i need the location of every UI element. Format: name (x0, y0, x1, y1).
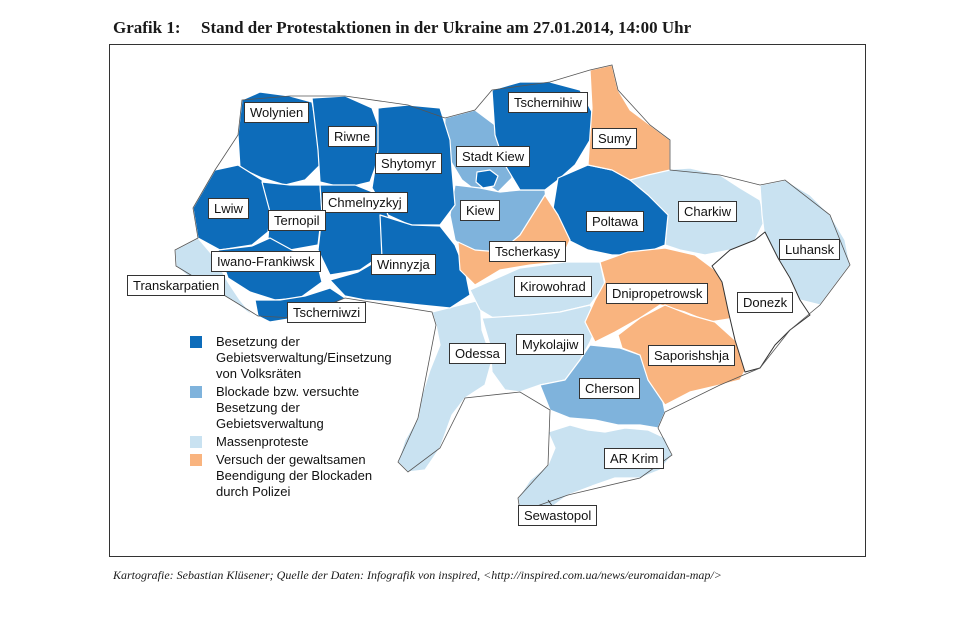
label-chmelnyzkyj: Chmelnyzkyj (322, 192, 408, 213)
legend-text-occupation: Besetzung der Gebietsverwaltung/Einsetzu… (216, 334, 392, 381)
label-kirowohrad: Kirowohrad (514, 276, 592, 297)
region-ar-krim (517, 424, 673, 513)
legend-item-mass-protests: Massenproteste (190, 434, 416, 450)
legend-text-police: Versuch der gewaltsamen Beendigung der B… (216, 452, 373, 499)
region-stadt-kiew-marker (475, 169, 499, 189)
label-wolynien: Wolynien (244, 102, 310, 123)
legend-swatch-occupation (190, 336, 202, 348)
source-note: Kartografie: Sebastian Klüsener; Quelle … (113, 568, 722, 582)
label-odessa: Odessa (449, 343, 506, 364)
legend-text-mass-protests: Massenproteste (216, 434, 309, 449)
label-lwiw: Lwiw (208, 198, 249, 219)
figure-title-text: Stand der Protestaktionen in der Ukraine… (201, 18, 692, 37)
legend-swatch-blockade (190, 386, 202, 398)
label-mykolajiw: Mykolajiw (516, 334, 585, 355)
label-winnyzja: Winnyzja (371, 254, 436, 275)
legend-swatch-police (190, 454, 202, 466)
label-tscherniwzi: Tscherniwzi (287, 302, 367, 323)
legend-text-blockade: Blockade bzw. versuchte Besetzung der Ge… (216, 384, 360, 431)
label-ar-krim: AR Krim (604, 448, 665, 469)
legend-swatch-mass-protests (190, 436, 202, 448)
label-sumy: Sumy (592, 128, 638, 149)
map-legend: Besetzung der Gebietsverwaltung/Einsetzu… (190, 334, 416, 502)
label-iwano-frankiwsk: Iwano-Frankiwsk (211, 251, 321, 272)
label-tschernihiw: Tschernihiw (508, 92, 588, 113)
label-donezk: Donezk (737, 292, 794, 313)
label-luhansk: Luhansk (779, 239, 841, 260)
label-ternopil: Ternopil (268, 210, 326, 231)
figure-number: Grafik 1: (113, 18, 181, 37)
label-riwne: Riwne (328, 126, 377, 147)
legend-item-occupation: Besetzung der Gebietsverwaltung/Einsetzu… (190, 334, 416, 382)
label-tscherkasy: Tscherkasy (489, 241, 567, 262)
label-stadt-kiew: Stadt Kiew (456, 146, 531, 167)
legend-item-blockade: Blockade bzw. versuchte Besetzung der Ge… (190, 384, 376, 432)
label-poltawa: Poltawa (586, 211, 645, 232)
label-charkiw: Charkiw (678, 201, 737, 222)
legend-item-police: Versuch der gewaltsamen Beendigung der B… (190, 452, 401, 500)
figure-title: Grafik 1: Stand der Protestaktionen in de… (113, 18, 691, 38)
label-sewastopol: Sewastopol (518, 505, 598, 526)
label-transkarpatien: Transkarpatien (127, 275, 226, 296)
country-border (174, 64, 851, 513)
label-dnipropetrowsk: Dnipropetrowsk (606, 283, 709, 304)
region-sumy (587, 64, 671, 181)
label-cherson: Cherson (579, 378, 641, 399)
label-saporishshja: Saporishshja (648, 345, 736, 366)
label-kiew: Kiew (460, 200, 501, 221)
label-shytomyr: Shytomyr (375, 153, 442, 174)
